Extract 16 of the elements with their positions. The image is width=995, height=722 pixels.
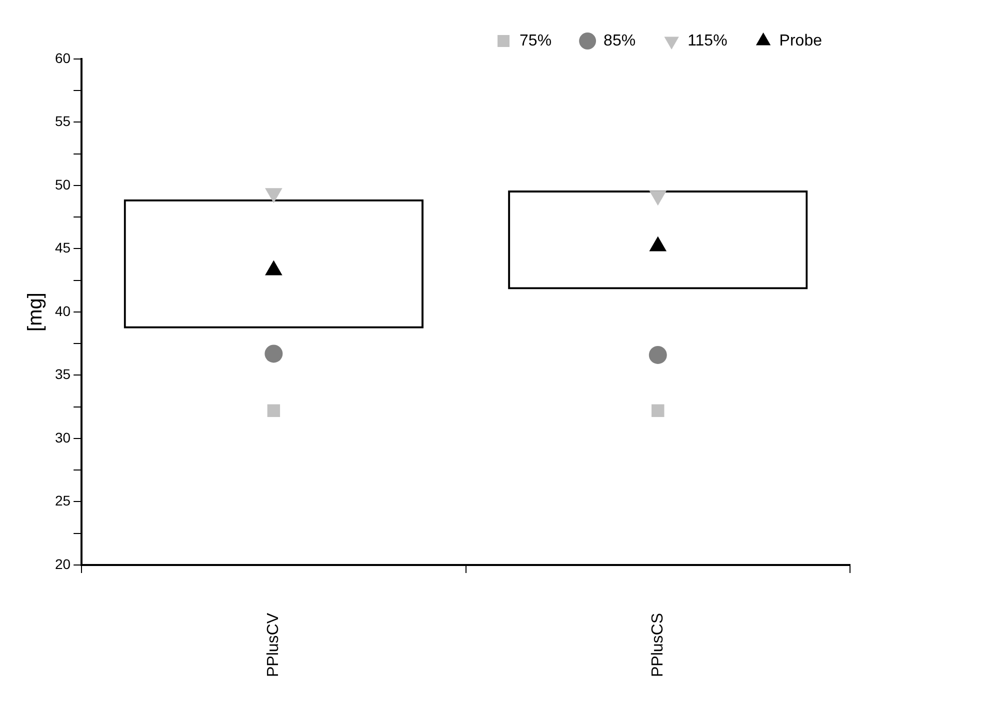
y-tick-label: 30 [54,429,71,446]
y-tick-label: 45 [54,240,71,256]
x-tick-label: PPlusCS [649,612,666,678]
legend-label: Probe [779,32,822,50]
y-tick-label: 35 [54,366,71,382]
legend-label: 75% [520,32,552,50]
legend-label: 85% [604,32,636,50]
y-tick-label: 20 [54,556,71,572]
y-axis-title: [mg] [24,292,47,332]
y-tick-label: 55 [54,113,71,130]
y-tick-label: 60 [54,50,71,66]
y-tick-label: 40 [54,302,71,319]
legend-label: 115% [688,32,728,50]
x-tick-label: PPlusCV [265,612,282,678]
y-tick-label: 25 [54,492,71,509]
y-tick-label: 50 [54,176,71,192]
